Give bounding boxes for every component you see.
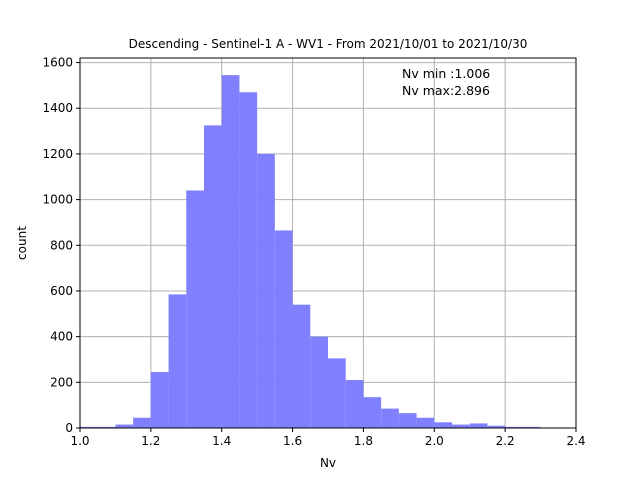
x-tick-label: 1.0 bbox=[70, 434, 89, 448]
histogram-bar bbox=[363, 397, 382, 428]
x-tick-label: 1.4 bbox=[212, 434, 231, 448]
x-tick-label: 2.4 bbox=[566, 434, 585, 448]
bars-layer bbox=[80, 75, 541, 429]
histogram-bar bbox=[505, 426, 523, 428]
histogram-bar bbox=[487, 425, 506, 428]
chart-title: Descending - Sentinel-1 A - WV1 - From 2… bbox=[129, 37, 528, 51]
histogram-bar bbox=[522, 426, 541, 428]
x-ticks-layer: 1.0 1.2 1.4 1.6 1.8 2.0 2.2 2.4 bbox=[70, 428, 586, 448]
y-tick-label: 0 bbox=[65, 421, 73, 435]
histogram-bar bbox=[221, 75, 240, 428]
histogram-bar bbox=[150, 372, 169, 428]
histogram-bar bbox=[416, 417, 435, 428]
histogram-bar bbox=[204, 125, 222, 429]
histogram-bar bbox=[186, 190, 204, 428]
histogram-bar bbox=[434, 422, 452, 428]
y-tick-label: 200 bbox=[50, 375, 73, 389]
y-tick-label: 800 bbox=[50, 238, 73, 252]
y-tick-label: 400 bbox=[50, 330, 73, 344]
y-tick-label: 1600 bbox=[42, 56, 73, 70]
histogram-bar bbox=[452, 424, 470, 428]
x-tick-label: 1.8 bbox=[354, 434, 373, 448]
grid-layer bbox=[79, 58, 577, 429]
histogram-bar bbox=[398, 413, 417, 428]
histogram-bar bbox=[310, 336, 328, 428]
histogram-bar bbox=[239, 92, 258, 428]
histogram-bar bbox=[97, 426, 116, 428]
y-tick-label: 1400 bbox=[42, 101, 73, 115]
histogram-bar bbox=[133, 417, 151, 428]
histogram-bar bbox=[328, 358, 346, 428]
x-tick-label: 2.0 bbox=[425, 434, 444, 448]
y-axis-label: count bbox=[15, 226, 29, 260]
x-tick-label: 1.2 bbox=[141, 434, 160, 448]
histogram-bar bbox=[80, 426, 98, 428]
histogram-bar bbox=[292, 304, 311, 428]
y-tick-label: 600 bbox=[50, 284, 73, 298]
annotation-nv-min: Nv min :1.006 bbox=[402, 66, 490, 81]
x-axis-label: Nv bbox=[320, 456, 336, 470]
x-tick-label: 2.2 bbox=[496, 434, 515, 448]
histogram-bar bbox=[381, 408, 399, 428]
histogram-bar bbox=[115, 424, 134, 428]
plot-frame bbox=[79, 57, 577, 429]
x-tick-label: 1.6 bbox=[283, 434, 302, 448]
histogram-bar bbox=[274, 230, 293, 428]
y-tick-label: 1200 bbox=[42, 147, 73, 161]
histogram-bar bbox=[345, 380, 364, 428]
annotation-nv-max: Nv max:2.896 bbox=[402, 83, 490, 98]
histogram-bar bbox=[469, 423, 488, 428]
y-ticks-layer: 0 200 400 600 800 1000 1200 1400 1600 bbox=[42, 56, 80, 435]
y-tick-label: 1000 bbox=[42, 193, 73, 207]
histogram-bar bbox=[168, 294, 187, 428]
histogram-bar bbox=[257, 153, 275, 429]
